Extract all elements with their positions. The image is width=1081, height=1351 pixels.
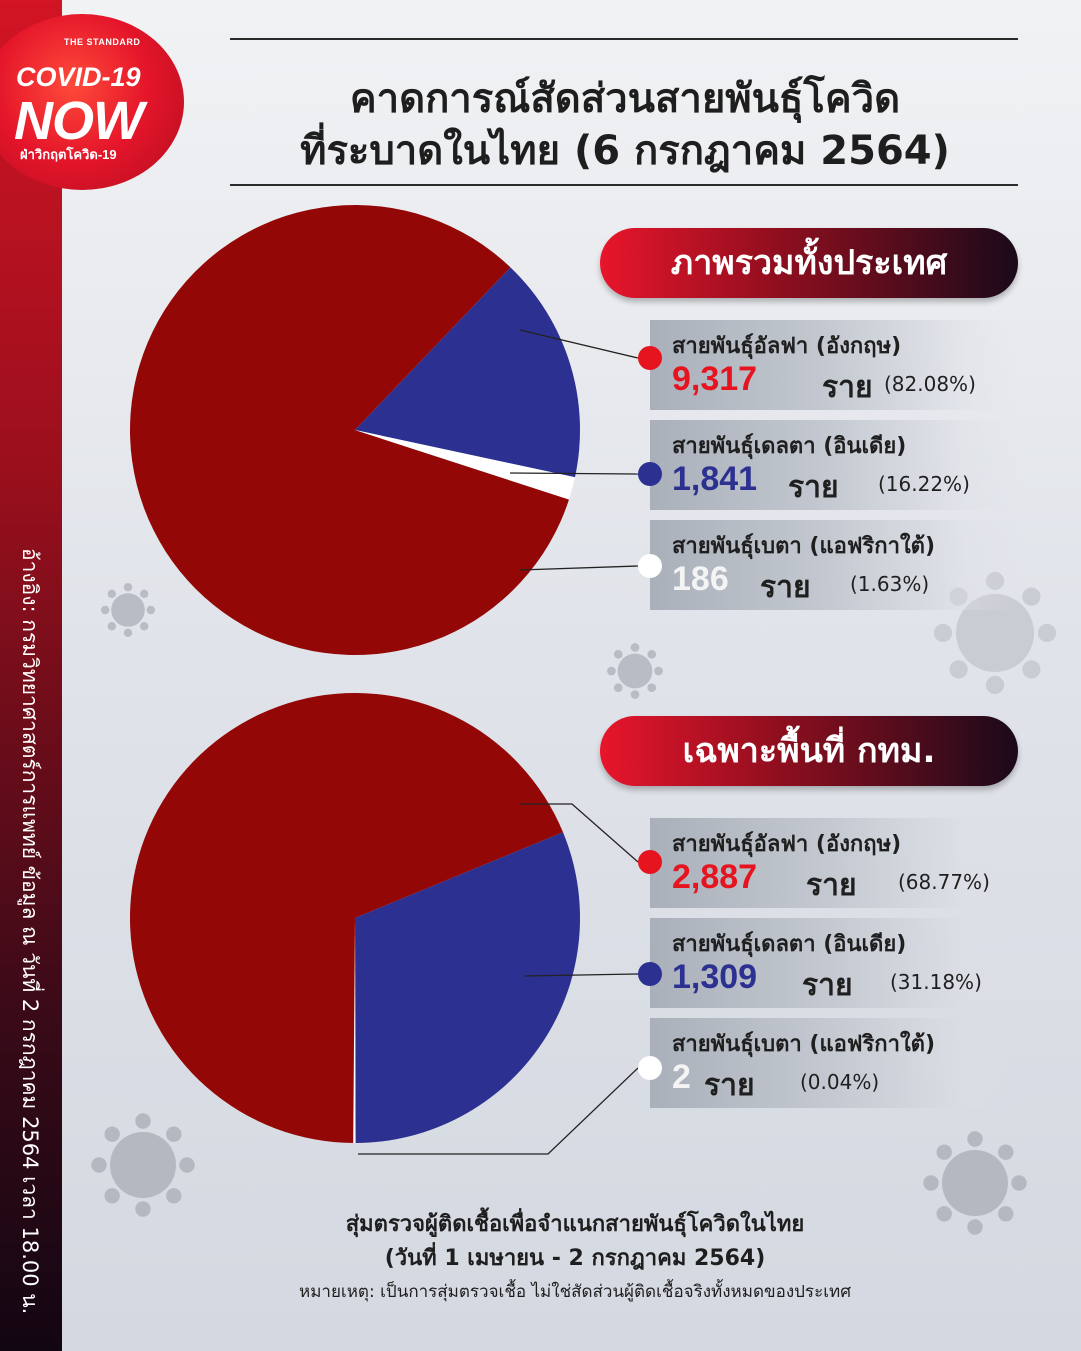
legend-label: สายพันธุ์อัลฟา (อังกฤษ): [672, 334, 902, 359]
logo-now: NOW: [14, 91, 144, 151]
left-accent-bar: [0, 0, 62, 1351]
logo-tagline: ฝ่าวิกฤตโควิด-19: [20, 147, 117, 162]
logo-publisher: THE STANDARD: [64, 37, 141, 47]
pie-slice-nationwide-beta: [355, 430, 575, 500]
legend-label: สายพันธุ์เดลตา (อินเดีย): [672, 434, 907, 459]
legend-card-bangkok-alpha: สายพันธุ์อัลฟา (อังกฤษ) 2,887 ราย (68.77…: [650, 818, 1020, 908]
pie-slice-bangkok-beta: [353, 918, 356, 1144]
legend-count: 9,317: [672, 360, 758, 398]
section-title-nationwide: ภาพรวมทั้งประเทศ: [600, 228, 1018, 298]
legend-card-nationwide-alpha: สายพันธุ์อัลฟา (อังกฤษ) 9,317 ราย (82.08…: [650, 320, 1020, 410]
pie-slice-nationwide-alpha: [130, 205, 569, 656]
pie-slice-bangkok-delta: [355, 832, 581, 1143]
legend-unit: ราย: [760, 570, 811, 605]
leader-line: [524, 973, 639, 977]
legend-card-nationwide-beta: สายพันธุ์เบตา (แอฟริกาใต้) 186 ราย (1.63…: [650, 520, 1020, 610]
legend-percent: (1.63%): [850, 572, 930, 596]
legend-count: 1,309: [672, 958, 758, 996]
legend-unit: ราย: [802, 968, 853, 1003]
legend-dot-delta: [638, 962, 662, 986]
covid-now-logo: THE STANDARD COVID-19 NOW ฝ่าวิกฤตโควิด-…: [0, 14, 184, 190]
leader-line: [519, 565, 639, 571]
legend-label: สายพันธุ์อัลฟา (อังกฤษ): [672, 832, 902, 857]
virus-icon: [607, 643, 663, 699]
title-bottom-rule: [230, 184, 1018, 186]
pie-slice-bangkok-alpha: [130, 692, 564, 1143]
legend-count: 2,887: [672, 858, 758, 896]
leader-line: [519, 329, 639, 359]
legend-percent: (68.77%): [898, 870, 990, 894]
legend-label: สายพันธุ์เบตา (แอฟริกาใต้): [672, 534, 936, 559]
legend-unit: ราย: [788, 470, 839, 505]
legend-label: สายพันธุ์เบตา (แอฟริกาใต้): [672, 1032, 936, 1057]
legend-count: 1,841: [672, 460, 758, 498]
leader-line: [509, 472, 639, 475]
pie-slice-nationwide-delta: [355, 267, 581, 478]
logo-covid: COVID-19: [16, 62, 141, 92]
virus-icon: [91, 1113, 195, 1217]
legend-unit: ราย: [822, 370, 873, 405]
footer-note: หมายเหตุ: เป็นการสุ่มตรวจเชื้อ ไม่ใช่สัด…: [298, 1282, 852, 1302]
legend-card-bangkok-beta: สายพันธุ์เบตา (แอฟริกาใต้) 2 ราย (0.04%): [650, 1018, 1020, 1108]
virus-icon: [101, 583, 155, 637]
legend-percent: (16.22%): [878, 472, 970, 496]
legend-percent: (31.18%): [890, 970, 982, 994]
legend-card-bangkok-delta: สายพันธุ์เดลตา (อินเดีย) 1,309 ราย (31.1…: [650, 918, 1020, 1008]
legend-dot-delta: [638, 462, 662, 486]
legend-count: 2: [672, 1058, 691, 1096]
legend-count: 186: [672, 560, 729, 598]
title-top-rule: [230, 38, 1018, 40]
section-title-bangkok: เฉพาะพื้นที่ กทม.: [600, 716, 1018, 786]
legend-dot-beta: [638, 1056, 662, 1080]
legend-percent: (0.04%): [800, 1070, 880, 1094]
title-line-1: คาดการณ์สัดส่วนสายพันธุ์โควิด: [349, 76, 901, 122]
legend-label: สายพันธุ์เดลตา (อินเดีย): [672, 932, 907, 957]
footer-line-1: สุ่มตรวจผู้ติดเชื้อเพื่อจำแนกสายพันธุ์โค…: [345, 1212, 805, 1237]
virus-icon: [923, 1131, 1027, 1235]
leader-line: [358, 1067, 639, 1155]
leader-line: [520, 803, 639, 863]
footer-line-2: (วันที่ 1 เมษายน - 2 กรกฎาคม 2564): [384, 1246, 766, 1271]
legend-dot-beta: [638, 554, 662, 578]
legend-dot-alpha: [638, 850, 662, 874]
legend-dot-alpha: [638, 346, 662, 370]
title-line-2: ที่ระบาดในไทย (6 กรกฎาคม 2564): [300, 128, 950, 174]
legend-unit: ราย: [806, 868, 857, 903]
legend-unit: ราย: [704, 1068, 755, 1103]
legend-percent: (82.08%): [884, 372, 976, 396]
legend-card-nationwide-delta: สายพันธุ์เดลตา (อินเดีย) 1,841 ราย (16.2…: [650, 420, 1020, 510]
